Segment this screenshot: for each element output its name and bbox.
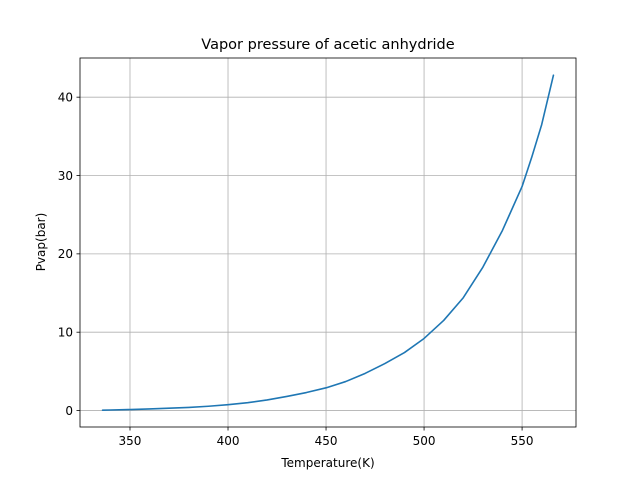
y-tick-label: 40 xyxy=(58,90,73,104)
grid-layer xyxy=(80,58,576,427)
series-layer xyxy=(101,74,555,411)
plot-frame xyxy=(79,57,577,428)
y-tick-label: 20 xyxy=(58,247,73,261)
x-tick-label: 500 xyxy=(413,434,436,448)
x-tick-label: 400 xyxy=(217,434,240,448)
x-tick-label: 550 xyxy=(511,434,534,448)
x-axis-label: Temperature(K) xyxy=(280,456,374,470)
y-tick-label: 30 xyxy=(58,169,73,183)
x-tick-label: 350 xyxy=(119,434,142,448)
y-tick-label: 10 xyxy=(58,326,73,340)
tick-layer: 350 400 450 500 550 0 10 20 30 40 xyxy=(58,90,534,448)
chart-title: Vapor pressure of acetic anhydride xyxy=(201,37,454,53)
y-tick-label: 0 xyxy=(65,404,73,418)
y-axis-label: Pvap(bar) xyxy=(34,213,48,272)
x-tick-label: 450 xyxy=(315,434,338,448)
vapor-pressure-line xyxy=(101,74,555,411)
